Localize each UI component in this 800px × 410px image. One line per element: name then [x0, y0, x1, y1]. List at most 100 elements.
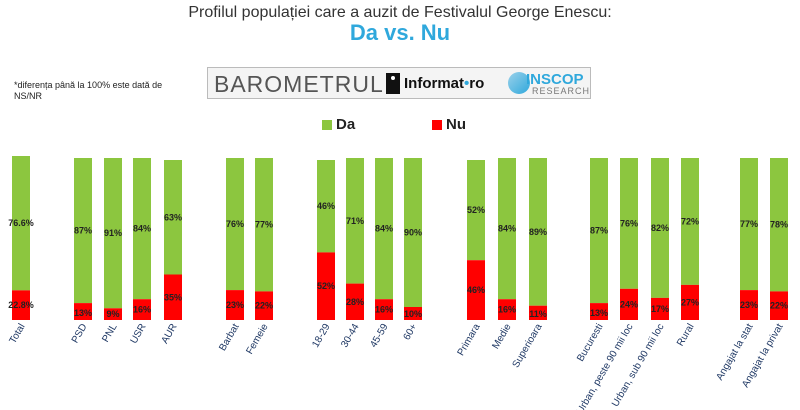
research-logo-text: RESEARCH	[532, 86, 591, 96]
category-label: AUR	[160, 322, 180, 346]
bar-nu	[529, 305, 547, 320]
category-label: PNL	[100, 322, 119, 345]
bar-da	[681, 158, 699, 285]
bar-da	[255, 158, 273, 292]
data-label-da: 87%	[74, 226, 92, 236]
bar-da	[651, 158, 669, 298]
data-label-da: 78%	[770, 220, 788, 230]
inscop-logo: INSCOP	[526, 71, 584, 88]
inscop-icon	[508, 72, 530, 94]
bar-da	[620, 158, 638, 289]
bar-nu	[740, 290, 758, 320]
bar-nu	[226, 290, 244, 320]
data-label-da: 84%	[498, 224, 516, 234]
bar-nu	[346, 283, 364, 320]
data-label-nu: 35%	[164, 292, 182, 302]
data-label-da: 71%	[346, 216, 364, 226]
data-label-da: 76%	[226, 219, 244, 229]
data-label-da: 84%	[133, 224, 151, 234]
bar-da	[770, 158, 788, 292]
bar-da	[404, 158, 422, 307]
barometru-logo-text: BAROMETRUL	[214, 71, 384, 97]
data-label-nu: 10%	[404, 309, 422, 319]
data-label-nu: 28%	[346, 297, 364, 307]
bar-nu	[590, 303, 608, 320]
chart-title: Profilul populației care a auzit de Fest…	[188, 4, 612, 21]
data-label-nu: 11%	[529, 309, 547, 319]
data-label-da: 90%	[404, 228, 422, 238]
data-label-nu: 23%	[740, 300, 758, 310]
chart-subtitle: Da vs. Nu	[349, 20, 451, 45]
category-label: PSD	[70, 322, 90, 345]
bar-nu	[74, 303, 92, 320]
data-label-da: 91%	[104, 228, 122, 238]
bar-nu	[467, 260, 485, 320]
bar-nu	[104, 308, 122, 320]
category-label: Medie	[490, 322, 513, 351]
bar-da	[740, 158, 758, 291]
category-label: Femeie	[244, 322, 270, 357]
data-label-da: 76.6%	[8, 218, 34, 228]
category-label: Superioara	[511, 322, 545, 370]
bar-nu	[404, 307, 422, 320]
bar-da	[133, 158, 151, 300]
data-label-nu: 16%	[375, 305, 393, 315]
bar-nu	[255, 291, 273, 320]
bar-da	[346, 158, 364, 284]
data-label-da: 52%	[467, 205, 485, 215]
bar-nu	[317, 252, 335, 320]
legend-swatch-da	[322, 120, 332, 131]
data-label-nu: 52%	[317, 281, 335, 291]
data-label-nu: 24%	[620, 299, 638, 309]
bar-nu	[620, 288, 638, 320]
data-label-da: 72%	[681, 216, 699, 226]
category-label: 45-59	[368, 322, 391, 350]
data-label-da: 76%	[620, 218, 638, 228]
bar-nu	[164, 274, 182, 320]
bar-da	[74, 158, 92, 304]
bar-da	[226, 158, 244, 291]
data-label-nu: 17%	[651, 304, 669, 314]
bar-da	[529, 158, 547, 306]
category-label: 18-29	[310, 322, 333, 350]
bar-da	[375, 158, 393, 300]
data-label-nu: 22%	[770, 301, 788, 311]
data-label-nu: 22%	[255, 301, 273, 311]
data-label-da: 63%	[164, 212, 182, 222]
bar-da	[467, 160, 485, 261]
category-label: 60+	[402, 322, 420, 342]
bar-nu	[681, 284, 699, 320]
category-label: Total	[8, 322, 28, 346]
category-label: Rural	[675, 322, 696, 348]
category-label: Bucuresti	[575, 322, 605, 364]
bar-da	[590, 158, 608, 304]
bar-da	[12, 156, 30, 291]
data-label-nu: 13%	[74, 308, 92, 318]
legend-label-da: Da	[336, 116, 356, 133]
sponsor-banner: BAROMETRUL Informat•ro INSCOP RESEARCH	[207, 67, 591, 99]
bar-da	[164, 160, 182, 275]
data-label-nu: 46%	[467, 285, 485, 295]
legend-item-da: Da	[322, 116, 355, 133]
footnote: *diferența până la 100% este dată de NS/…	[14, 80, 163, 101]
data-label-nu: 13%	[590, 308, 608, 318]
data-label-nu: 16%	[133, 305, 151, 315]
data-label-da: 87%	[590, 226, 608, 236]
bar-nu	[375, 299, 393, 320]
category-label: USR	[129, 322, 149, 346]
informat-logo: Informat•ro	[404, 75, 485, 92]
data-label-da: 82%	[651, 223, 669, 233]
category-label: Barbat	[217, 322, 241, 353]
bar-da	[317, 160, 335, 253]
legend-swatch-nu	[432, 120, 442, 131]
legend-item-nu: Nu	[432, 116, 466, 133]
data-label-nu: 27%	[681, 297, 699, 307]
info-icon	[386, 73, 400, 94]
category-label: 30-44	[339, 322, 362, 350]
data-label-da: 77%	[255, 220, 273, 230]
bar-nu	[651, 297, 669, 320]
bar-nu	[770, 291, 788, 320]
bar-nu	[12, 290, 30, 320]
bar-da	[104, 158, 122, 309]
